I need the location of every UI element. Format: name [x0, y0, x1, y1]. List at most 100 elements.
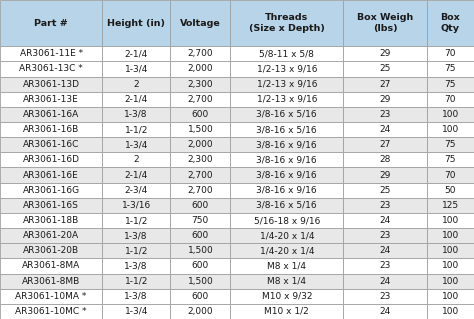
Bar — [0, 198, 102, 213]
Text: 3/8-16 x 5/16: 3/8-16 x 5/16 — [256, 201, 317, 210]
Text: 2-1/4: 2-1/4 — [125, 171, 148, 180]
Bar — [102, 77, 170, 92]
Text: AR3061-16B: AR3061-16B — [23, 125, 79, 134]
Bar — [170, 182, 230, 198]
Text: 100: 100 — [442, 277, 459, 286]
Bar — [343, 167, 427, 182]
Bar — [427, 46, 474, 62]
Bar — [0, 46, 102, 62]
Text: 1,500: 1,500 — [187, 277, 213, 286]
Text: Box Weigh
(lbs): Box Weigh (lbs) — [357, 13, 413, 33]
Text: 1-3/4: 1-3/4 — [125, 307, 148, 316]
Bar — [102, 198, 170, 213]
Text: 600: 600 — [191, 292, 209, 301]
Bar — [102, 274, 170, 289]
Bar — [230, 289, 343, 304]
Text: 1-3/8: 1-3/8 — [125, 292, 148, 301]
Text: Height (in): Height (in) — [107, 19, 165, 28]
Bar — [102, 304, 170, 319]
Text: 75: 75 — [445, 155, 456, 164]
Text: 100: 100 — [442, 231, 459, 240]
Text: 25: 25 — [379, 186, 391, 195]
Bar — [427, 228, 474, 243]
Bar — [343, 77, 427, 92]
Bar — [427, 182, 474, 198]
Text: 750: 750 — [191, 216, 209, 225]
Text: 3/8-16 x 5/16: 3/8-16 x 5/16 — [256, 110, 317, 119]
Bar — [170, 122, 230, 137]
Text: 28: 28 — [379, 155, 391, 164]
Bar — [343, 243, 427, 258]
Bar — [0, 0, 102, 46]
Text: 2: 2 — [133, 80, 139, 89]
Bar — [170, 228, 230, 243]
Text: 25: 25 — [379, 64, 391, 73]
Text: 2,700: 2,700 — [188, 186, 213, 195]
Bar — [230, 152, 343, 167]
Text: Threads
(Size x Depth): Threads (Size x Depth) — [249, 13, 325, 33]
Text: 70: 70 — [445, 95, 456, 104]
Bar — [102, 152, 170, 167]
Bar — [170, 77, 230, 92]
Text: AR3061-20A: AR3061-20A — [23, 231, 79, 240]
Text: 1-3/8: 1-3/8 — [125, 110, 148, 119]
Bar — [230, 46, 343, 62]
Bar — [343, 198, 427, 213]
Text: 70: 70 — [445, 49, 456, 58]
Bar — [343, 62, 427, 77]
Text: 23: 23 — [379, 262, 391, 271]
Bar — [0, 274, 102, 289]
Text: Box
Qty: Box Qty — [440, 13, 460, 33]
Bar — [102, 182, 170, 198]
Bar — [343, 304, 427, 319]
Text: M8 x 1/4: M8 x 1/4 — [267, 277, 306, 286]
Text: 100: 100 — [442, 216, 459, 225]
Text: 1-3/16: 1-3/16 — [121, 201, 151, 210]
Text: 23: 23 — [379, 201, 391, 210]
Text: 2: 2 — [133, 155, 139, 164]
Text: AR3061-8MB: AR3061-8MB — [22, 277, 80, 286]
Text: 50: 50 — [445, 186, 456, 195]
Bar — [170, 304, 230, 319]
Bar — [427, 152, 474, 167]
Text: 100: 100 — [442, 110, 459, 119]
Text: 3/8-16 x 9/16: 3/8-16 x 9/16 — [256, 140, 317, 149]
Bar — [102, 228, 170, 243]
Text: 75: 75 — [445, 64, 456, 73]
Text: 100: 100 — [442, 307, 459, 316]
Text: 29: 29 — [379, 171, 391, 180]
Bar — [230, 198, 343, 213]
Bar — [170, 274, 230, 289]
Bar — [427, 243, 474, 258]
Text: AR3061-13C *: AR3061-13C * — [19, 64, 83, 73]
Text: AR3061-16S: AR3061-16S — [23, 201, 79, 210]
Bar — [170, 167, 230, 182]
Text: 600: 600 — [191, 201, 209, 210]
Bar — [230, 92, 343, 107]
Text: 600: 600 — [191, 110, 209, 119]
Bar — [427, 137, 474, 152]
Bar — [0, 258, 102, 274]
Bar — [0, 137, 102, 152]
Text: 100: 100 — [442, 125, 459, 134]
Bar — [427, 77, 474, 92]
Bar — [230, 137, 343, 152]
Bar — [170, 243, 230, 258]
Bar — [0, 77, 102, 92]
Text: 2,000: 2,000 — [188, 140, 213, 149]
Text: 1-1/2: 1-1/2 — [125, 125, 148, 134]
Bar — [0, 182, 102, 198]
Bar — [0, 228, 102, 243]
Bar — [230, 122, 343, 137]
Bar — [427, 304, 474, 319]
Text: 23: 23 — [379, 231, 391, 240]
Bar — [0, 107, 102, 122]
Text: 29: 29 — [379, 49, 391, 58]
Text: 2,700: 2,700 — [188, 171, 213, 180]
Bar — [170, 62, 230, 77]
Text: 5/8-11 x 5/8: 5/8-11 x 5/8 — [259, 49, 314, 58]
Bar — [0, 304, 102, 319]
Text: 600: 600 — [191, 231, 209, 240]
Text: AR3061-11E *: AR3061-11E * — [19, 49, 82, 58]
Text: 24: 24 — [379, 216, 391, 225]
